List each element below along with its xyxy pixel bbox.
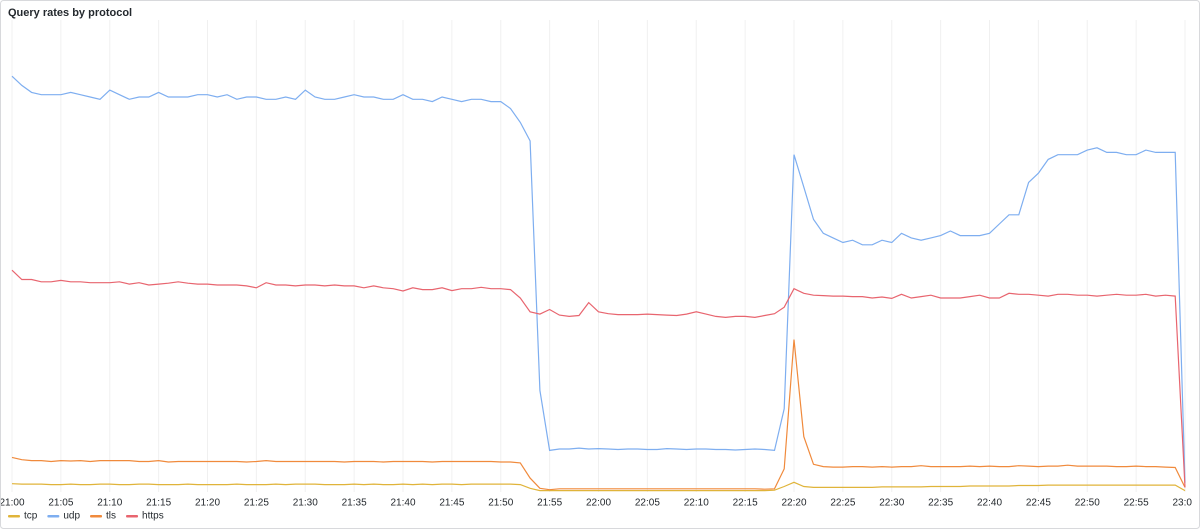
legend-swatch: [8, 515, 20, 518]
legend-item: https: [126, 511, 164, 522]
legend-item: tls: [90, 511, 116, 522]
series-line: [11, 481, 1186, 492]
x-tick-label: 21:40: [390, 498, 415, 509]
legend-label: udp: [63, 511, 80, 522]
x-tick-label: 21:05: [48, 498, 73, 509]
x-tick-label: 22:30: [879, 498, 904, 509]
legend-label: https: [142, 511, 164, 522]
x-tick-label: 22:00: [586, 498, 611, 509]
x-tick-label: 21:30: [293, 498, 318, 509]
x-tick-label: 21:20: [195, 498, 220, 509]
x-tick-label: 22:10: [684, 498, 709, 509]
legend-item: tcp: [8, 511, 38, 522]
x-tick-label: 22:45: [1026, 498, 1051, 509]
legend-swatch: [90, 515, 103, 518]
x-tick-label: 22:20: [781, 498, 806, 509]
x-tick-label: 22:25: [830, 498, 855, 509]
x-tick-label: 22:40: [977, 498, 1002, 509]
series-line: [11, 75, 1186, 483]
legend-label: tls: [106, 511, 116, 522]
x-tick-label: 21:55: [537, 498, 562, 509]
legend-label: tcp: [24, 511, 38, 522]
x-tick-label: 21:15: [146, 498, 171, 509]
legend-item: udp: [47, 511, 80, 522]
x-tick-label: 22:05: [635, 498, 660, 509]
x-tick-label: 21:35: [342, 498, 367, 509]
series-line: [11, 269, 1186, 488]
x-tick-label: 21:50: [488, 498, 513, 509]
plot: 21:00 21:05 21:10 21:15 21:20 21:25 21:30 21:35…: [0, 20, 1197, 509]
x-tick-label: 21:00: [0, 498, 25, 509]
panel-title: Query rates by protocol: [8, 7, 132, 19]
x-tick-label: 22:35: [928, 498, 953, 509]
x-tick-label: 22:15: [733, 498, 758, 509]
x-tick-label: 23:00: [1172, 498, 1197, 509]
legend-swatch: [126, 515, 139, 518]
x-tick-label: 21:25: [244, 498, 269, 509]
series-line: [11, 339, 1186, 491]
x-tick-label: 22:55: [1124, 498, 1149, 509]
x-tick-label: 21:10: [97, 498, 122, 509]
legend-swatch: [47, 515, 60, 518]
x-tick-label: 21:45: [439, 498, 464, 509]
x-tick-label: 22:50: [1075, 498, 1100, 509]
